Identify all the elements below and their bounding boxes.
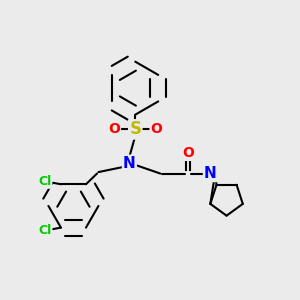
Text: N: N [123, 156, 136, 171]
Text: Cl: Cl [38, 175, 51, 188]
Text: O: O [182, 146, 194, 160]
Text: N: N [204, 166, 217, 181]
Text: O: O [108, 122, 120, 136]
Text: S: S [129, 120, 141, 138]
Text: Cl: Cl [38, 224, 51, 237]
Text: O: O [151, 122, 162, 136]
